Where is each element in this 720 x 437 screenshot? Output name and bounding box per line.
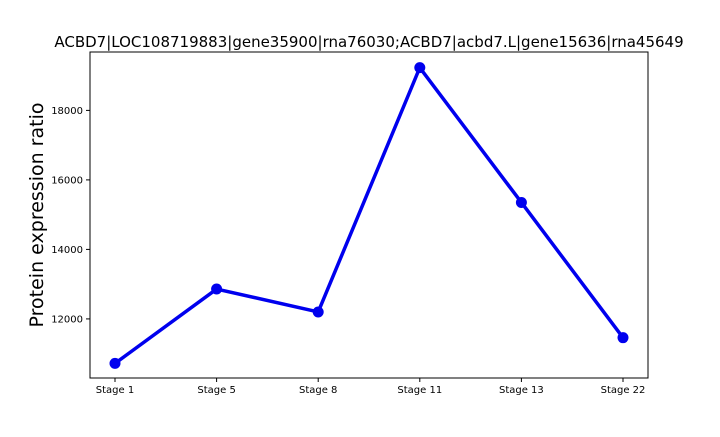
y-axis: 12000 14000 16000 18000 [51,106,90,325]
y-tick-label: 12000 [51,314,83,325]
x-tick-label: Stage 8 [299,385,337,396]
data-point [312,306,324,318]
y-tick-label: 18000 [51,106,83,117]
x-tick-label: Stage 22 [601,385,646,396]
data-point [211,283,223,295]
x-tick-label: Stage 5 [197,385,235,396]
data-point [515,196,527,208]
x-tick-label: Stage 1 [96,385,134,396]
data-point [414,62,426,74]
data-point [109,357,121,369]
y-axis-label: Protein expression ratio [26,103,48,328]
x-axis: Stage 1 Stage 5 Stage 8 Stage 11 Stage 13 Sta… [96,378,646,396]
y-tick-label: 14000 [51,245,83,256]
plot-area [89,51,649,379]
series-line [113,65,625,366]
y-tick-label: 16000 [51,175,83,186]
x-tick-label: Stage 11 [397,385,442,396]
chart-title: ACBD7|LOC108719883|gene35900|rna76030;AC… [54,33,683,51]
data-point [617,332,629,344]
x-tick-label: Stage 13 [499,385,544,396]
series-layer [109,62,629,369]
